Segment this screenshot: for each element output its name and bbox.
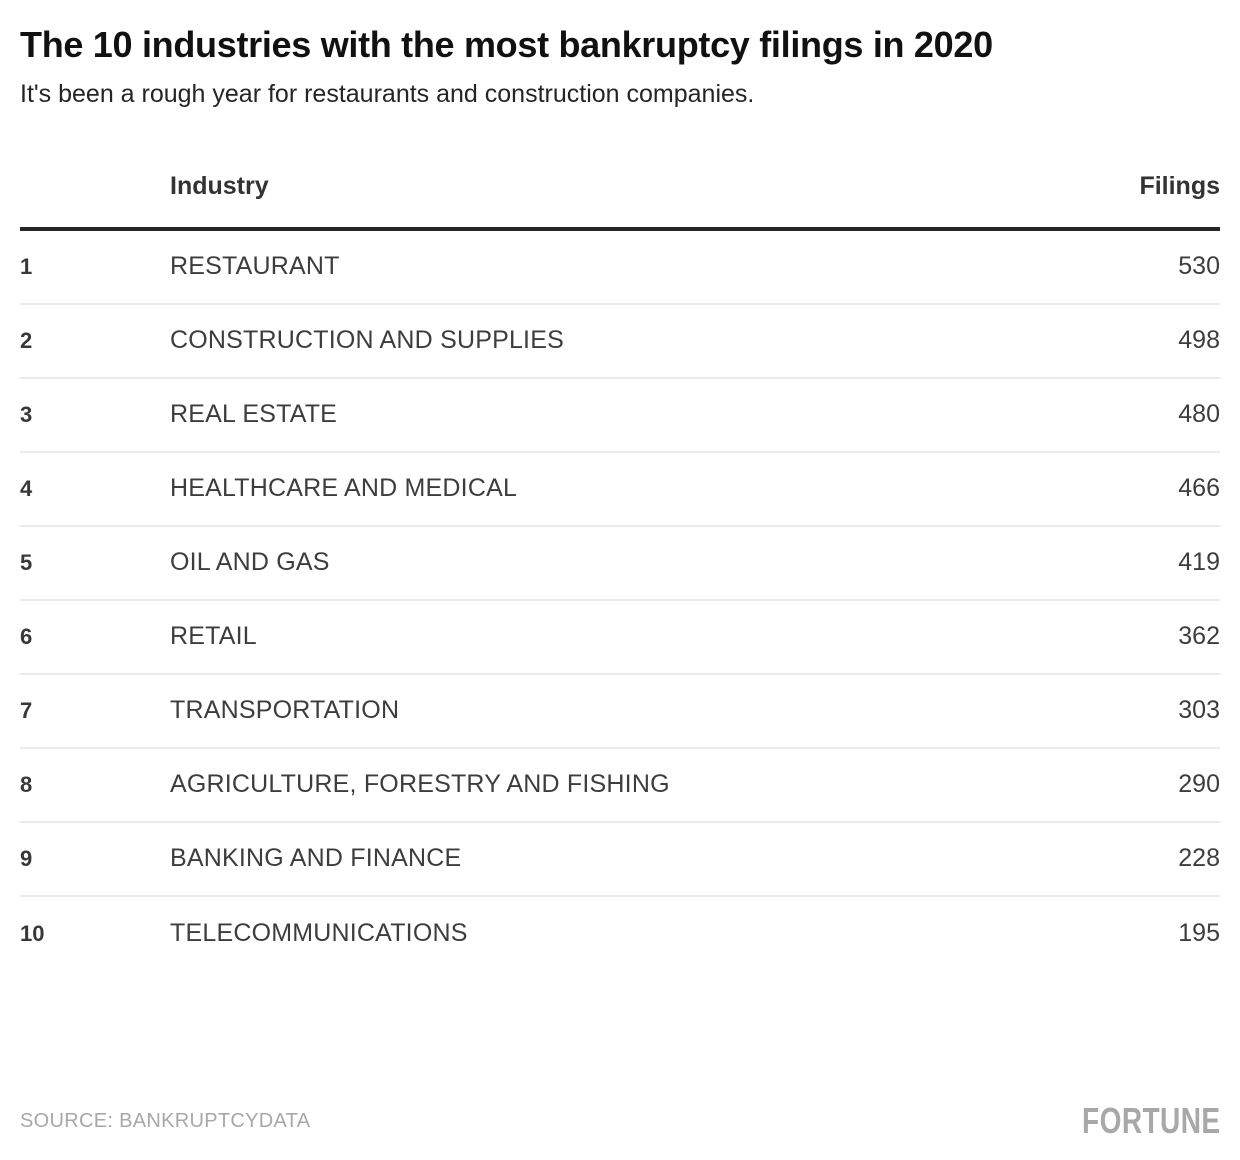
row-industry: AGRICULTURE, FORESTRY AND FISHING — [170, 770, 670, 799]
table-row: 2 CONSTRUCTION AND SUPPLIES 498 — [20, 305, 1220, 379]
table-row: 6 RETAIL 362 — [20, 601, 1220, 675]
row-filings: 228 — [1178, 844, 1220, 873]
row-industry: CONSTRUCTION AND SUPPLIES — [170, 326, 564, 355]
table-body: 1 RESTAURANT 530 2 CONSTRUCTION AND SUPP… — [20, 231, 1220, 971]
table-row: 10 TELECOMMUNICATIONS 195 — [20, 897, 1220, 971]
page-title: The 10 industries with the most bankrupt… — [20, 24, 993, 65]
row-filings: 290 — [1178, 770, 1220, 799]
row-rank: 4 — [20, 475, 33, 501]
row-industry: OIL AND GAS — [170, 548, 330, 577]
column-header-industry: Industry — [170, 171, 269, 200]
table-header: Industry Filings — [20, 171, 1220, 231]
row-rank: 8 — [20, 771, 33, 797]
column-header-filings: Filings — [1139, 171, 1220, 200]
row-filings: 466 — [1178, 474, 1220, 503]
row-industry: TRANSPORTATION — [170, 696, 400, 725]
source-credit: SOURCE: BANKRUPTCYDATA — [20, 1109, 311, 1132]
table-row: 5 OIL AND GAS 419 — [20, 527, 1220, 601]
row-industry: BANKING AND FINANCE — [170, 844, 462, 873]
row-industry: REAL ESTATE — [170, 400, 338, 429]
row-rank: 5 — [20, 549, 33, 575]
row-filings: 419 — [1178, 548, 1220, 577]
row-industry: HEALTHCARE AND MEDICAL — [170, 474, 518, 503]
fortune-logo: FORTUNE — [1081, 1100, 1220, 1141]
row-filings: 303 — [1178, 696, 1220, 725]
row-industry: RETAIL — [170, 622, 257, 651]
row-rank: 6 — [20, 623, 33, 649]
row-rank: 7 — [20, 697, 33, 723]
row-rank: 3 — [20, 401, 33, 427]
row-industry: RESTAURANT — [170, 252, 340, 281]
table-row: 9 BANKING AND FINANCE 228 — [20, 823, 1220, 897]
row-rank: 2 — [20, 327, 33, 353]
row-rank: 9 — [20, 845, 33, 871]
page-subtitle: It's been a rough year for restaurants a… — [20, 80, 755, 109]
table-row: 3 REAL ESTATE 480 — [20, 379, 1220, 453]
row-rank: 1 — [20, 253, 33, 279]
table-row: 4 HEALTHCARE AND MEDICAL 466 — [20, 453, 1220, 527]
row-filings: 195 — [1178, 919, 1220, 948]
row-filings: 530 — [1178, 252, 1220, 281]
table-row: 8 AGRICULTURE, FORESTRY AND FISHING 290 — [20, 749, 1220, 823]
table-row: 7 TRANSPORTATION 303 — [20, 675, 1220, 749]
table-row: 1 RESTAURANT 530 — [20, 231, 1220, 305]
row-filings: 362 — [1178, 622, 1220, 651]
chart-footer: SOURCE: BANKRUPTCYDATA FORTUNE — [20, 1100, 1220, 1142]
row-industry: TELECOMMUNICATIONS — [170, 919, 468, 948]
row-rank: 10 — [20, 920, 45, 946]
row-filings: 498 — [1178, 326, 1220, 355]
row-filings: 480 — [1178, 400, 1220, 429]
